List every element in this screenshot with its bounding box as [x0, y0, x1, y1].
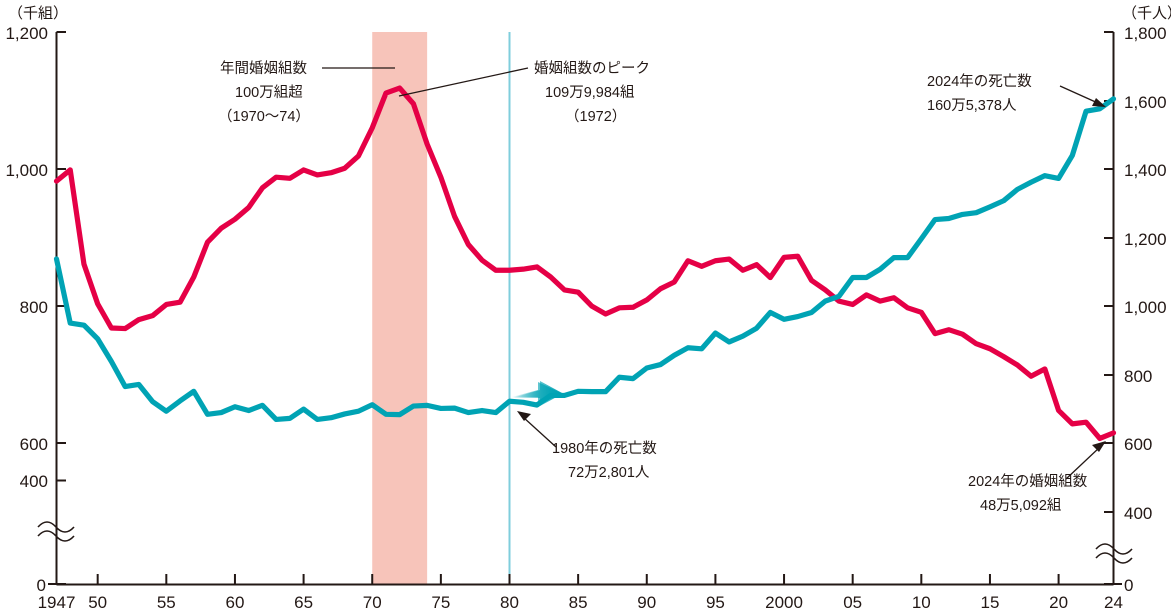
x-tick-label-60: 60: [225, 593, 244, 612]
right-axis: （千人） 1,800 1,600 1,400 1,200 1,000 800 6…: [1095, 5, 1171, 595]
x-axis-tick-labels: 1947 50 55 60 65 70 75 80 85 90 95 2000 05 10 15 20 24: [38, 593, 1123, 612]
anno-over-million-line3: （1970〜74）: [218, 108, 310, 125]
x-axis-ticks: [55, 574, 1115, 585]
x-tick-label-15: 15: [980, 593, 999, 612]
x-tick-label-1947: 1947: [38, 593, 76, 612]
right-tick-label-1600: 1,600: [1124, 93, 1167, 112]
x-tick-label-95: 95: [706, 593, 725, 612]
x-tick-label-55: 55: [157, 593, 176, 612]
annotation-deaths-1980: 1980年の死亡数 72万2,801人: [517, 411, 657, 481]
right-tick-label-1000: 1,000: [1124, 298, 1167, 317]
x-tick-label-05: 05: [843, 593, 862, 612]
right-tick-label-1200: 1,200: [1124, 230, 1167, 249]
right-axis-break-icon: [1095, 543, 1133, 564]
x-tick-label-24: 24: [1104, 593, 1123, 612]
line-series-deaths: [53, 96, 1117, 423]
x-tick-label-75: 75: [431, 593, 450, 612]
arrowhead-deaths-1980: [517, 411, 531, 421]
anno-marriages-2024-line2: 48万5,092組: [980, 497, 1062, 514]
anno-peak-line1: 婚姻組数のピーク: [534, 60, 650, 77]
anno-peak-line2: 109万9,984組: [545, 84, 635, 101]
x-tick-label-80: 80: [500, 593, 519, 612]
x-tick-label-85: 85: [569, 593, 588, 612]
left-axis-break-icon: [37, 521, 75, 542]
left-tick-label-400-final: 400: [20, 472, 48, 491]
left-axis-unit: （千組）: [8, 5, 68, 22]
x-tick-label-65: 65: [294, 593, 313, 612]
series-group: [53, 85, 1117, 442]
arrowhead-deaths-2024: [1092, 98, 1106, 107]
leader-line-peak: [398, 67, 529, 97]
x-tick-label-20: 20: [1049, 593, 1068, 612]
trend-arrow-icon: [512, 381, 563, 406]
left-tick-label-0: 0: [37, 576, 46, 595]
anno-peak-line3: （1972）: [565, 108, 626, 125]
anno-deaths-2024-line1: 2024年の死亡数: [927, 73, 1032, 90]
leader-line-deaths-1980: [522, 416, 557, 448]
x-axis: 1947 50 55 60 65 70 75 80 85 90 95 2000 05 10 15 20 24: [38, 574, 1123, 612]
anno-deaths-1980-line2: 72万2,801人: [568, 465, 650, 481]
annotation-marriage-peak: 婚姻組数のピーク 109万9,984組 （1972）: [398, 60, 650, 125]
anno-over-million-line1: 年間婚姻組数: [220, 60, 307, 77]
x-tick-label-2000: 2000: [765, 593, 803, 612]
x-tick-label-70: 70: [363, 593, 382, 612]
x-tick-label-50: 50: [88, 593, 107, 612]
right-tick-label-1800: 1,800: [1124, 24, 1167, 43]
annotation-deaths-2024: 2024年の死亡数 160万5,378人: [927, 73, 1106, 114]
left-tick-label-800: 800: [20, 298, 48, 317]
leader-line-deaths-2024: [1059, 85, 1101, 105]
right-tick-label-0: 0: [1124, 576, 1133, 595]
left-tick-label-1200: 1,200: [5, 24, 48, 43]
anno-deaths-2024-line2: 160万5,378人: [927, 98, 1017, 114]
left-tick-label-600: 600: [20, 435, 48, 454]
line-series-marriages: [53, 85, 1117, 442]
annotation-marriage-over-million: 年間婚姻組数 100万組超 （1970〜74）: [218, 60, 395, 125]
leader-line-marriages-2024: [1065, 446, 1101, 480]
anno-marriages-2024-line1: 2024年の婚姻組数: [968, 473, 1088, 490]
arrowhead-marriages-2024: [1092, 441, 1106, 452]
right-tick-label-1400: 1,400: [1124, 161, 1167, 180]
annotation-marriages-2024: 2024年の婚姻組数 48万5,092組: [968, 441, 1106, 514]
anno-deaths-1980-line1: 1980年の死亡数: [552, 440, 657, 457]
right-tick-label-400: 400: [1124, 504, 1152, 523]
right-tick-label-800: 800: [1124, 367, 1152, 386]
left-axis: （千組） 1,200 1,000 800 600 400 400 0: [5, 5, 75, 595]
right-tick-label-600: 600: [1124, 435, 1152, 454]
right-axis-unit: （千人）: [1122, 5, 1171, 22]
x-tick-label-90: 90: [637, 593, 656, 612]
left-tick-label-1000: 1,000: [5, 161, 48, 180]
anno-over-million-line2: 100万組超: [235, 84, 303, 101]
x-tick-label-10: 10: [912, 593, 931, 612]
